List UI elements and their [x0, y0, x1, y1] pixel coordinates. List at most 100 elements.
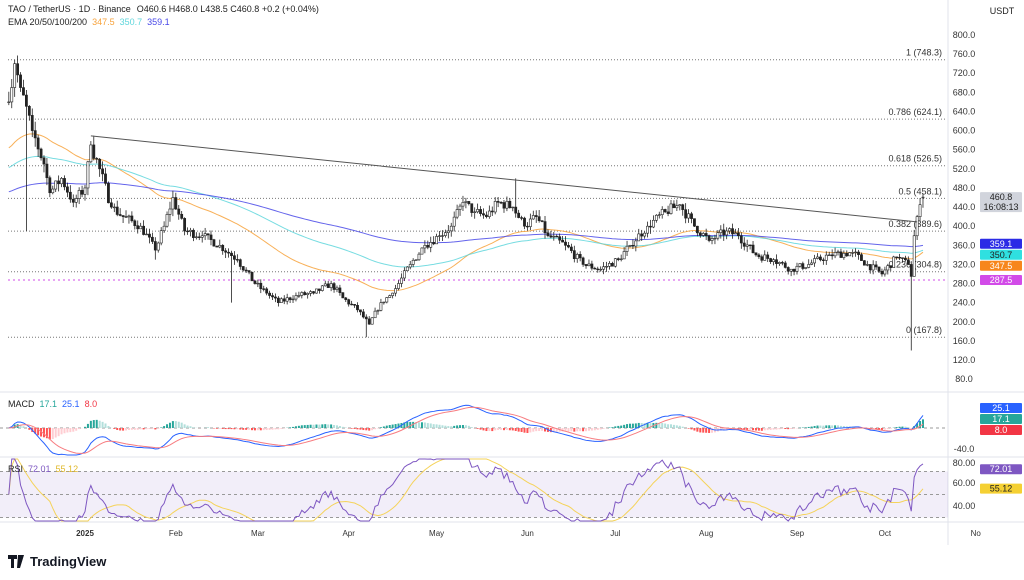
- candle-body: [414, 259, 418, 261]
- macd-histogram-bar: [145, 428, 148, 430]
- macd-histogram-bar: [84, 426, 86, 428]
- candle: [663, 208, 667, 214]
- candle-body: [382, 301, 386, 304]
- price-tick-label: 320.0: [953, 259, 976, 269]
- candle: [265, 287, 269, 296]
- candle: [739, 232, 743, 249]
- candle-body: [874, 264, 878, 268]
- candle-body: [605, 266, 608, 268]
- candle-body: [68, 191, 72, 200]
- candle: [107, 181, 110, 204]
- macd-histogram-bar: [675, 425, 678, 428]
- rsi-badge-bg: [980, 464, 1022, 475]
- candle: [619, 254, 623, 262]
- candle: [276, 296, 280, 307]
- macd-histogram-bar: [262, 428, 265, 431]
- macd-histogram-bar: [415, 422, 418, 428]
- candle-body: [789, 268, 793, 272]
- candle-body: [80, 190, 84, 195]
- macd-badge-text: 8.0: [995, 425, 1008, 435]
- candle-body: [775, 259, 778, 264]
- macd-histogram-bar: [412, 421, 415, 428]
- candle-body: [446, 230, 450, 233]
- macd-histogram-bar: [127, 428, 130, 430]
- candle: [194, 232, 198, 240]
- macd-histogram-bar: [268, 428, 271, 430]
- macd-histogram-bar: [315, 424, 318, 428]
- candle: [678, 204, 682, 211]
- candle: [455, 204, 459, 220]
- candle-body: [335, 287, 339, 290]
- macd-histogram-bar: [379, 427, 382, 428]
- candle-body: [291, 298, 295, 301]
- candle-body: [464, 201, 468, 203]
- trendline[interactable]: [90, 135, 918, 223]
- macd-histogram-bar: [189, 426, 192, 428]
- candle-body: [628, 245, 632, 247]
- candle: [757, 253, 761, 259]
- macd-histogram-bar: [754, 428, 757, 431]
- macd-histogram-bar: [573, 428, 576, 432]
- macd-histogram-bar: [441, 425, 444, 428]
- macd-histogram-bar: [549, 428, 552, 433]
- time-tick-label: Jun: [521, 529, 534, 538]
- macd-histogram-bar: [637, 422, 640, 428]
- candle: [514, 178, 518, 218]
- candle: [464, 197, 468, 209]
- macd-histogram-bar: [459, 425, 462, 428]
- macd-histogram-bar: [763, 428, 766, 431]
- macd-histogram-bar: [834, 425, 837, 428]
- candle-body: [528, 218, 532, 227]
- candle: [783, 260, 787, 269]
- candle-body: [698, 232, 702, 236]
- candle-body: [836, 251, 840, 253]
- candle: [391, 292, 395, 299]
- candle: [716, 230, 720, 241]
- macd-histogram-bar: [857, 426, 860, 428]
- candle: [666, 205, 670, 217]
- macd-histogram-bar: [722, 428, 725, 431]
- candle: [411, 258, 415, 268]
- macd-legend: MACD 17.1 25.1 8.0: [8, 399, 97, 409]
- fib-level-label: 0.786 (624.1): [888, 107, 942, 117]
- macd-histogram-bar: [432, 424, 435, 428]
- macd-histogram-bar: [180, 422, 183, 428]
- candle: [192, 228, 195, 242]
- candle: [238, 258, 242, 270]
- price-badge-bg: [980, 192, 1022, 213]
- candle-body: [854, 251, 857, 254]
- candle-body: [74, 198, 78, 203]
- tradingview-logo[interactable]: TradingView: [8, 554, 107, 569]
- candle-body: [666, 211, 670, 214]
- macd-histogram-bar: [333, 425, 336, 428]
- candle: [317, 288, 321, 294]
- candle-body: [842, 252, 846, 258]
- macd-histogram-bar: [772, 428, 775, 430]
- currency-label[interactable]: USDT: [990, 6, 1015, 16]
- macd-histogram-bar: [482, 428, 485, 431]
- price-tick-label: 120.0: [953, 355, 976, 365]
- candle-body: [599, 268, 603, 271]
- candle: [189, 227, 192, 237]
- macd-histogram-bar: [649, 423, 652, 428]
- candle-body: [33, 130, 37, 139]
- candle-body: [10, 87, 14, 103]
- macd-histogram-bar: [845, 426, 848, 428]
- candle-body: [186, 230, 189, 233]
- candle-body: [127, 215, 131, 218]
- price-tick-label: 240.0: [953, 298, 976, 308]
- candle: [42, 155, 46, 173]
- candle: [467, 201, 471, 206]
- time-axis[interactable]: 2025 Feb Mar Apr May Jun Jul Aug Sep Oct No: [76, 529, 981, 538]
- macd-histogram-bar: [48, 428, 51, 440]
- candle: [490, 206, 494, 216]
- candle-body: [156, 242, 160, 251]
- candle: [848, 251, 852, 257]
- candle: [74, 194, 78, 208]
- macd-histogram-bar: [757, 428, 760, 431]
- macd-histogram-bar: [708, 428, 711, 433]
- candle-body: [921, 196, 925, 199]
- price-axis[interactable]: 800.0 760.0 720.0 680.0 640.0 600.0 560.0 520.0…: [953, 30, 976, 384]
